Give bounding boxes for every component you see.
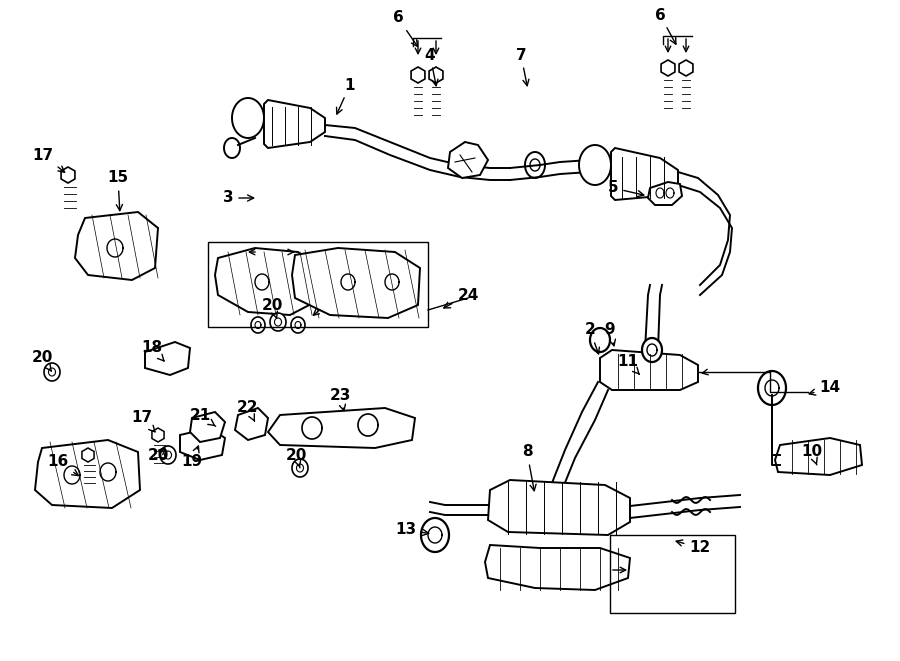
Polygon shape	[291, 317, 305, 333]
Text: 20: 20	[285, 447, 307, 468]
Text: 12: 12	[676, 540, 711, 555]
Polygon shape	[758, 371, 786, 405]
Text: 10: 10	[801, 444, 823, 465]
Text: 19: 19	[182, 446, 202, 469]
Polygon shape	[448, 142, 488, 178]
Polygon shape	[251, 317, 265, 333]
Polygon shape	[292, 459, 308, 477]
Text: 5: 5	[608, 180, 643, 197]
Text: 8: 8	[522, 444, 536, 490]
Polygon shape	[662, 60, 675, 76]
Polygon shape	[485, 545, 630, 590]
Text: 2: 2	[585, 323, 599, 354]
Text: 14: 14	[809, 381, 841, 395]
Text: 15: 15	[107, 171, 129, 211]
Polygon shape	[421, 518, 449, 552]
Polygon shape	[525, 152, 545, 178]
Polygon shape	[270, 313, 286, 331]
Polygon shape	[190, 412, 225, 442]
Text: 6: 6	[654, 7, 676, 44]
Text: 22: 22	[238, 401, 259, 421]
Text: 17: 17	[131, 410, 155, 432]
Polygon shape	[82, 448, 94, 462]
Bar	[610, 535, 735, 613]
Polygon shape	[180, 428, 225, 460]
Text: 23: 23	[329, 387, 351, 410]
Polygon shape	[590, 328, 610, 352]
Polygon shape	[264, 100, 325, 148]
Polygon shape	[292, 248, 420, 318]
Polygon shape	[235, 408, 268, 440]
Text: 20: 20	[261, 297, 283, 319]
Text: 17: 17	[32, 147, 65, 173]
Text: 18: 18	[141, 340, 164, 361]
Polygon shape	[429, 67, 443, 83]
Polygon shape	[61, 167, 75, 183]
Bar	[208, 242, 428, 327]
Text: 13: 13	[395, 522, 428, 537]
Text: 24: 24	[444, 288, 479, 308]
Polygon shape	[145, 342, 190, 375]
Polygon shape	[224, 138, 240, 158]
Polygon shape	[611, 148, 678, 200]
Polygon shape	[488, 480, 630, 535]
Text: 16: 16	[48, 455, 78, 476]
Polygon shape	[648, 182, 682, 205]
Text: 4: 4	[425, 48, 438, 86]
Polygon shape	[152, 428, 164, 442]
Polygon shape	[600, 350, 698, 390]
Polygon shape	[680, 60, 693, 76]
Polygon shape	[35, 440, 140, 508]
Text: 11: 11	[617, 354, 640, 374]
Text: 6: 6	[392, 11, 418, 46]
Text: 9: 9	[605, 323, 616, 346]
Polygon shape	[75, 212, 158, 280]
Text: 1: 1	[337, 77, 356, 114]
Polygon shape	[579, 145, 611, 185]
Text: 3: 3	[222, 190, 254, 206]
Text: 21: 21	[189, 407, 216, 426]
Polygon shape	[642, 338, 662, 362]
Polygon shape	[44, 363, 60, 381]
Polygon shape	[411, 67, 425, 83]
Text: 20: 20	[148, 447, 168, 463]
Polygon shape	[775, 438, 862, 475]
Polygon shape	[215, 248, 318, 315]
Polygon shape	[268, 408, 415, 448]
Text: 20: 20	[32, 350, 53, 371]
Polygon shape	[232, 98, 264, 138]
Polygon shape	[160, 446, 176, 464]
Text: 7: 7	[516, 48, 529, 86]
